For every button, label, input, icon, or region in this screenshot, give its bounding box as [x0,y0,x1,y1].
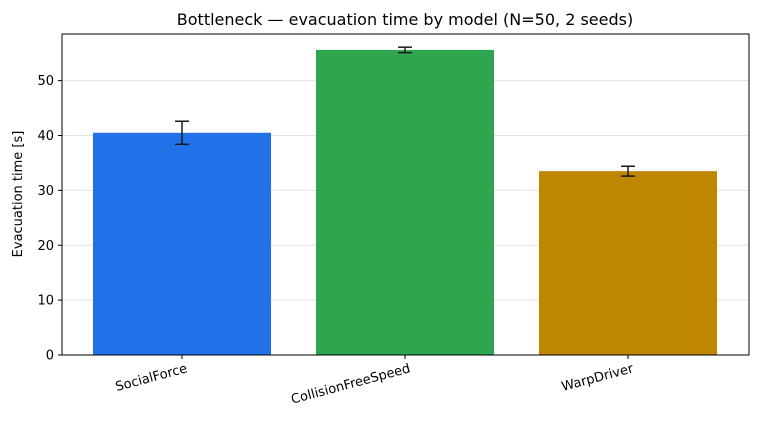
y-tick-label: 40 [37,129,54,144]
x-axis-ticks: SocialForce CollisionFreeSpeed WarpDriver [114,355,636,408]
y-tick-label: 0 [46,349,54,364]
bars [93,49,717,356]
y-tick-label: 30 [37,184,54,199]
y-tick-label: 20 [37,239,54,254]
bar-warpdriver [539,171,717,355]
y-tick-label: 10 [37,294,54,309]
bar-collisionfreespeed [316,49,494,356]
y-axis-label: Evacuation time [s] [11,131,26,258]
bar-socialforce [93,132,271,355]
x-tick-label: WarpDriver [560,361,636,395]
y-axis-ticks: 0 10 20 30 40 50 [37,74,62,364]
x-tick-label: CollisionFreeSpeed [290,361,412,407]
chart-title: Bottleneck — evacuation time by model (N… [177,10,633,29]
error-bars [175,46,635,177]
x-tick-label: SocialForce [114,361,189,395]
y-tick-label: 50 [37,74,54,89]
